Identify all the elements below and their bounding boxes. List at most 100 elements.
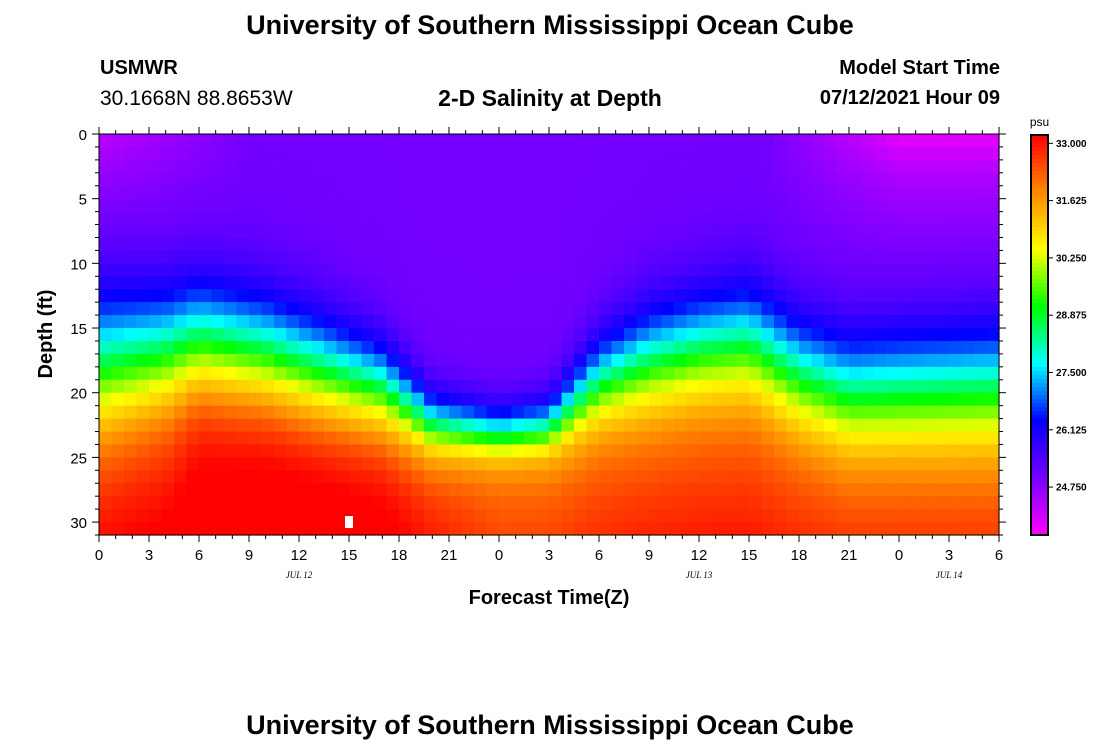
heatmap-cell [561, 470, 575, 484]
heatmap-cell [411, 159, 425, 174]
heatmap-cell [399, 198, 413, 213]
heatmap-cell [724, 263, 738, 277]
heatmap-cell [211, 211, 225, 226]
heatmap-cell [761, 496, 775, 510]
heatmap-cell [824, 302, 838, 316]
heatmap-cell [511, 172, 525, 187]
colorbar-label: 33.000 [1056, 139, 1087, 150]
heatmap-cell [836, 431, 850, 446]
heatmap-cell [474, 340, 488, 355]
heatmap-cell [224, 263, 238, 277]
heatmap-cell [711, 185, 725, 200]
heatmap-cell [286, 302, 300, 316]
heatmap-cell [574, 146, 588, 161]
heatmap-cell [974, 470, 988, 484]
heatmap-cell [599, 328, 613, 342]
heatmap-cell [986, 522, 1000, 536]
heatmap-cell [99, 483, 113, 497]
heatmap-cell [986, 405, 1000, 420]
heatmap-cell [99, 366, 113, 381]
heatmap-cell [474, 211, 488, 226]
colorbar-frame [1030, 134, 1049, 536]
heatmap-cell [511, 289, 525, 303]
heatmap-cell [686, 224, 700, 239]
heatmap [99, 134, 1000, 536]
heatmap-cell [774, 211, 788, 226]
heatmap-cell [899, 405, 913, 420]
heatmap-cell [936, 496, 950, 510]
heatmap-cell [311, 340, 325, 355]
heatmap-cell [324, 224, 338, 239]
heatmap-cell [174, 457, 188, 471]
heatmap-cell [236, 470, 250, 484]
heatmap-cell [561, 224, 575, 239]
heatmap-cell [511, 302, 525, 316]
heatmap-cell [211, 457, 225, 471]
heatmap-cell [211, 289, 225, 303]
heatmap-cell [261, 353, 275, 368]
heatmap-cell [486, 366, 500, 381]
heatmap-cell [161, 302, 175, 316]
heatmap-cell [924, 418, 938, 433]
heatmap-cell [186, 134, 200, 148]
colorbar-swatch [1031, 515, 1048, 520]
heatmap-cell [611, 431, 625, 446]
heatmap-cell [436, 159, 450, 174]
heatmap-cell [786, 289, 800, 303]
heatmap-cell [111, 198, 125, 213]
heatmap-cell [699, 405, 713, 420]
heatmap-cell [574, 366, 588, 381]
heatmap-cell [774, 522, 788, 536]
heatmap-cell [874, 340, 888, 355]
heatmap-cell [411, 457, 425, 471]
heatmap-cell [611, 496, 625, 510]
heatmap-cell [561, 328, 575, 342]
heatmap-cell [924, 250, 938, 264]
heatmap-cell [974, 276, 988, 290]
heatmap-cell [599, 509, 613, 523]
heatmap-cell [286, 276, 300, 290]
heatmap-cell [749, 353, 763, 368]
heatmap-cell [849, 198, 863, 213]
heatmap-cell [499, 470, 513, 484]
heatmap-cell [474, 185, 488, 200]
x-tick-label: 12 [291, 547, 308, 564]
heatmap-cell [874, 302, 888, 316]
heatmap-cell [811, 496, 825, 510]
heatmap-cell [761, 353, 775, 368]
heatmap-cell [874, 134, 888, 148]
heatmap-cell [424, 340, 438, 355]
heatmap-cell [636, 237, 650, 252]
heatmap-cell [136, 457, 150, 471]
heatmap-cell [224, 134, 238, 148]
colorbar-swatch [1031, 371, 1048, 376]
x-tick-label: 0 [95, 547, 103, 564]
heatmap-cell [599, 172, 613, 187]
heatmap-cell [761, 509, 775, 523]
heatmap-cell [961, 134, 975, 148]
heatmap-cell [911, 366, 925, 381]
heatmap-cell [461, 431, 475, 446]
heatmap-cell [374, 366, 388, 381]
heatmap-cell [674, 302, 688, 316]
heatmap-cell [661, 328, 675, 342]
heatmap-cell [511, 444, 525, 458]
heatmap-cell [811, 483, 825, 497]
heatmap-cell [224, 211, 238, 226]
heatmap-cell [324, 496, 338, 510]
heatmap-cell [199, 470, 213, 484]
heatmap-cell [511, 198, 525, 213]
heatmap-cell [174, 328, 188, 342]
heatmap-cell [211, 470, 225, 484]
heatmap-cell [324, 418, 338, 433]
heatmap-cell [749, 224, 763, 239]
heatmap-cell [424, 159, 438, 174]
heatmap-cell [624, 263, 638, 277]
heatmap-cell [261, 224, 275, 239]
heatmap-cell [599, 276, 613, 290]
heatmap-cell [449, 159, 463, 174]
heatmap-cell [811, 340, 825, 355]
heatmap-cell [461, 289, 475, 303]
heatmap-cell [986, 340, 1000, 355]
heatmap-cell [149, 509, 163, 523]
